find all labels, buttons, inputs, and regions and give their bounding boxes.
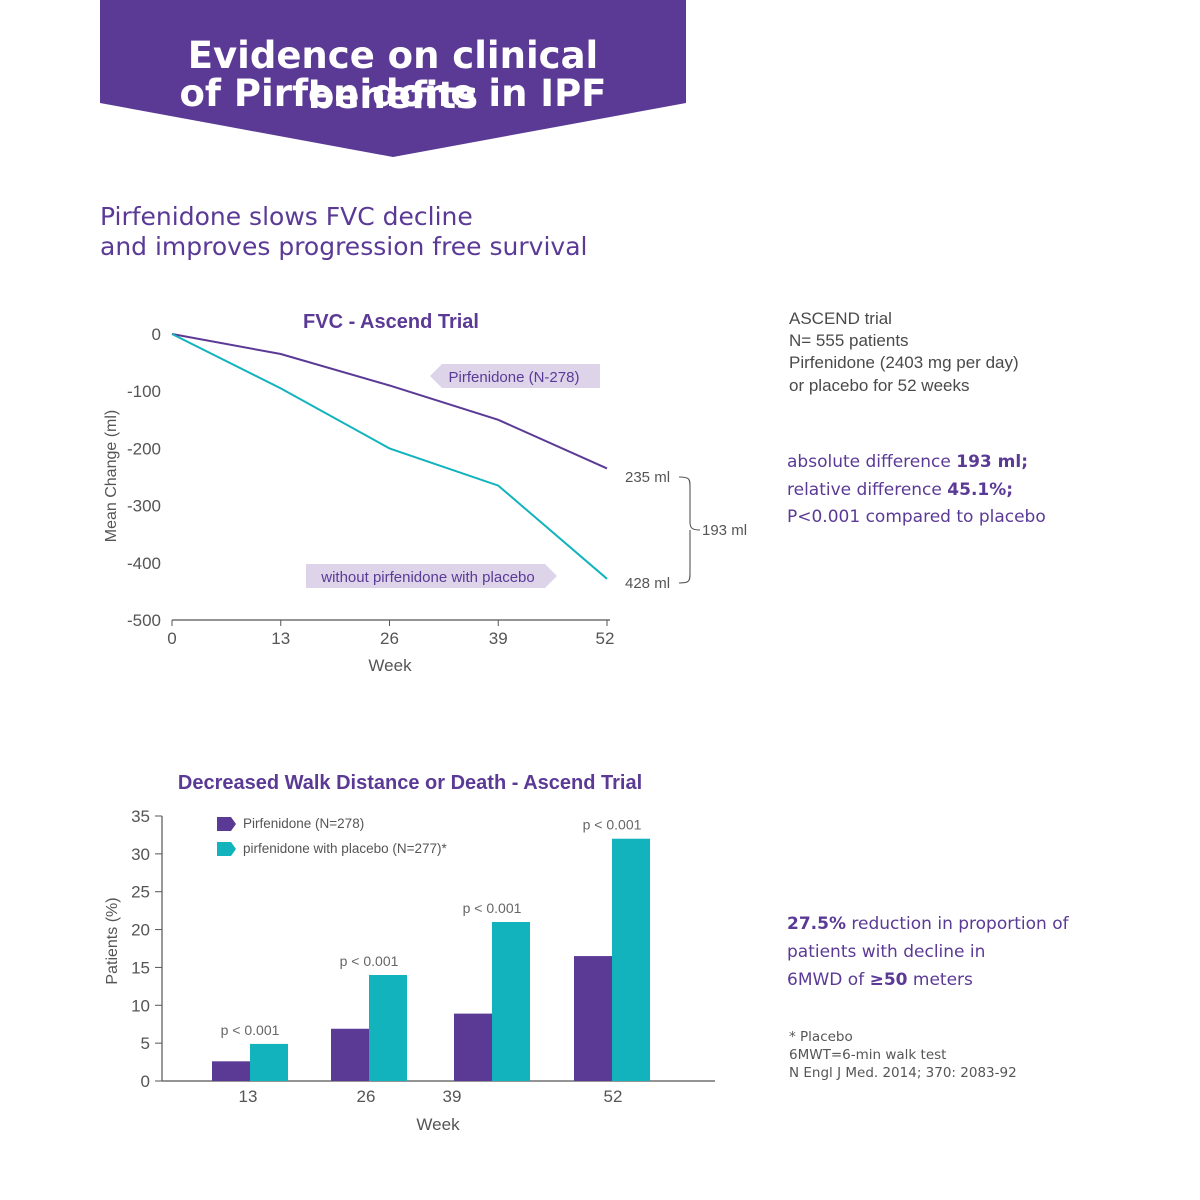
trial-info-line1: ASCEND trial <box>789 309 892 328</box>
end-value-pirfenidone: 235 ml <box>625 469 670 486</box>
walk-note-line3-value: ≥50 <box>869 970 908 990</box>
banner-shape <box>100 0 686 157</box>
subtitle-line2: and improves progression free survival <box>100 232 588 261</box>
pirfenidone-label-bg <box>430 364 600 388</box>
bar-chart-title: Decreased Walk Distance or Death - Ascen… <box>178 772 642 794</box>
line-chart-title: FVC - Ascend Trial <box>303 311 479 333</box>
legend-label-pirfenidone: Pirfenidone (N=278) <box>243 816 364 831</box>
walk-note-value: 27.5% <box>787 914 846 934</box>
legend-label-placebo: pirfenidone with placebo (N=277)* <box>243 841 447 856</box>
footnote-line2: 6MWT=6-min walk test <box>789 1047 947 1063</box>
line-chart-xlabel: Week <box>368 656 412 675</box>
relative-difference-label: relative difference <box>787 480 948 500</box>
bar-pirfenidone <box>331 1028 369 1081</box>
bar-chart-pvalue: p < 0.001 <box>463 900 522 916</box>
title-banner <box>100 0 686 157</box>
walk-note-line1: 27.5% reduction in proportion of <box>787 910 1069 938</box>
difference-value: 193 ml <box>702 522 747 539</box>
fvc-line-chart: FVC - Ascend Trial Mean Change (ml) Week… <box>103 311 747 675</box>
line-chart-ytick-label: 0 <box>152 325 161 344</box>
absolute-difference-label: absolute difference <box>787 452 957 472</box>
line-chart-xtick-label: 52 <box>596 629 615 648</box>
bar-chart-pvalue: p < 0.001 <box>340 953 399 969</box>
placebo-series-label: without pirfenidone with placebo <box>320 569 534 586</box>
bar-placebo <box>250 1043 288 1081</box>
bar-chart-ytick-label: 5 <box>141 1034 150 1053</box>
line-chart-xtick-label: 39 <box>489 629 508 648</box>
trial-info-line4: or placebo for 52 weeks <box>789 376 970 395</box>
banner-title-line1: Evidence on clinical benefits <box>187 34 599 117</box>
bar-chart-ytick-label: 15 <box>131 958 150 977</box>
bar-chart-legend: Pirfenidone (N=278) pirfenidone with pla… <box>217 816 447 856</box>
bar-chart-xtick-label: 13 <box>239 1087 258 1106</box>
line-chart-xtick-label: 26 <box>380 629 399 648</box>
bar-chart-xtick-label: 26 <box>357 1087 376 1106</box>
banner-title-line2: of Pirfenidone in IPF <box>179 72 607 115</box>
bar-chart-ytick-label: 25 <box>131 883 150 902</box>
trial-info-line2: N= 555 patients <box>789 331 909 350</box>
footnote-line1: * Placebo <box>789 1029 853 1045</box>
bar-chart-xlabel: Week <box>416 1115 460 1134</box>
walk-note-line1-rest: reduction in proportion of <box>845 914 1069 934</box>
bar-chart-ytick-label: 30 <box>131 845 150 864</box>
trial-info-line3: Pirfenidone (2403 mg per day) <box>789 353 1019 372</box>
bar-chart-ylabel: Patients (%) <box>104 897 121 984</box>
bar-pirfenidone <box>574 956 612 1081</box>
line-chart-ylabel: Mean Change (ml) <box>103 410 120 543</box>
footnote-line3: N Engl J Med. 2014; 370: 2083-92 <box>789 1065 1017 1081</box>
line-chart-ytick-label: -500 <box>127 611 161 630</box>
walk-note-line3: 6MWD of ≥50 meters <box>787 966 973 994</box>
relative-difference-value: 45.1%; <box>947 480 1014 500</box>
bar-chart-ytick-label: 10 <box>131 996 150 1015</box>
placebo-line <box>171 333 608 580</box>
bar-pirfenidone <box>454 1013 492 1081</box>
bar-chart-ytick-label: 35 <box>131 807 150 826</box>
pirfenidone-line <box>171 333 608 470</box>
bar-chart-ytick-label: 0 <box>141 1072 150 1091</box>
relative-difference: relative difference 45.1%; <box>787 476 1013 504</box>
bar-chart-pvalue: p < 0.001 <box>221 1022 280 1038</box>
line-chart-ytick-label: -400 <box>127 554 161 573</box>
end-value-placebo: 428 ml <box>625 575 670 592</box>
line-chart-ytick-label: -300 <box>127 497 161 516</box>
walk-note-line3-prefix: 6MWD of <box>787 970 870 990</box>
absolute-difference-value: 193 ml; <box>956 452 1028 472</box>
bar-pirfenidone <box>212 1061 250 1081</box>
bar-chart-xtick-label: 52 <box>604 1087 623 1106</box>
placebo-label-bg <box>306 564 557 588</box>
subtitle-line1: Pirfenidone slows FVC decline <box>100 202 473 231</box>
line-chart-xtick-label: 0 <box>167 629 176 648</box>
walk-note-line2: patients with decline in <box>787 942 986 962</box>
legend-swatch-placebo <box>217 842 236 856</box>
line-chart-xtick-label: 13 <box>271 629 290 648</box>
p-value-text: P<0.001 compared to placebo <box>787 507 1046 527</box>
pirfenidone-series-label: Pirfenidone (N-278) <box>449 369 580 386</box>
line-chart-ytick-label: -200 <box>127 439 161 458</box>
bar-chart-ytick-label: 20 <box>131 921 150 940</box>
difference-bracket <box>678 476 701 584</box>
bar-placebo <box>369 975 407 1081</box>
bar-placebo <box>612 838 650 1081</box>
line-chart-ytick-label: -100 <box>127 382 161 401</box>
bar-chart-xtick-label: 39 <box>443 1087 462 1106</box>
absolute-difference: absolute difference 193 ml; <box>787 448 1028 476</box>
legend-swatch-pirfenidone <box>217 817 236 831</box>
bar-placebo <box>492 922 530 1081</box>
walk-distance-bar-chart: Decreased Walk Distance or Death - Ascen… <box>104 772 715 1134</box>
bar-chart-pvalue: p < 0.001 <box>583 817 642 833</box>
walk-note-line3-suffix: meters <box>907 970 973 990</box>
